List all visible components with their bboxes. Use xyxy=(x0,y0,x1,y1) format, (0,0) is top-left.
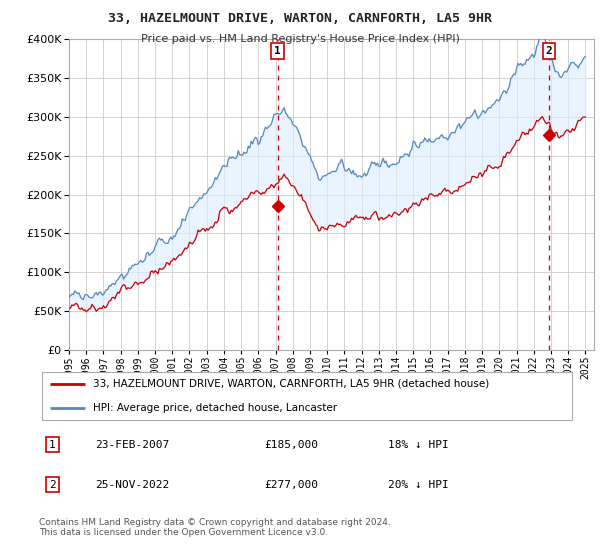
Text: 33, HAZELMOUNT DRIVE, WARTON, CARNFORTH, LA5 9HR (detached house): 33, HAZELMOUNT DRIVE, WARTON, CARNFORTH,… xyxy=(93,379,489,389)
Text: Contains HM Land Registry data © Crown copyright and database right 2024.
This d: Contains HM Land Registry data © Crown c… xyxy=(39,518,391,538)
Text: 25-NOV-2022: 25-NOV-2022 xyxy=(95,479,170,489)
Text: 20% ↓ HPI: 20% ↓ HPI xyxy=(388,479,449,489)
Text: 2: 2 xyxy=(546,46,553,56)
Text: 2: 2 xyxy=(49,479,56,489)
Text: £185,000: £185,000 xyxy=(265,440,319,450)
Text: 33, HAZELMOUNT DRIVE, WARTON, CARNFORTH, LA5 9HR: 33, HAZELMOUNT DRIVE, WARTON, CARNFORTH,… xyxy=(108,12,492,25)
Text: HPI: Average price, detached house, Lancaster: HPI: Average price, detached house, Lanc… xyxy=(93,403,337,413)
Text: 1: 1 xyxy=(49,440,56,450)
Text: £277,000: £277,000 xyxy=(265,479,319,489)
FancyBboxPatch shape xyxy=(41,372,572,420)
Text: 18% ↓ HPI: 18% ↓ HPI xyxy=(388,440,449,450)
Text: Price paid vs. HM Land Registry's House Price Index (HPI): Price paid vs. HM Land Registry's House … xyxy=(140,34,460,44)
Text: 1: 1 xyxy=(274,46,281,56)
Text: 23-FEB-2007: 23-FEB-2007 xyxy=(95,440,170,450)
